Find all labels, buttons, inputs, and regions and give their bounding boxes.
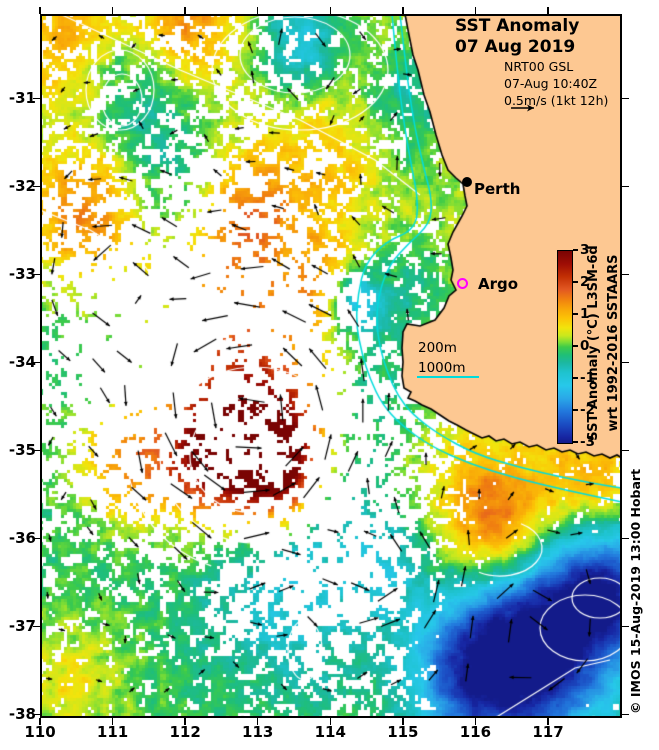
y-axis-tick-right — [622, 713, 629, 716]
colorbar-tick-label: -3 — [580, 434, 595, 450]
colorbar-title-line-1: SST Anomaly (°C) L3SM-6d — [586, 245, 601, 441]
x-axis-tick-top — [329, 7, 332, 14]
x-tick-label: 117 — [532, 723, 564, 741]
x-tick-label: 115 — [387, 723, 419, 741]
colorbar-tick — [573, 249, 578, 251]
colorbar-title: SST Anomaly (°C) L3SM-6d wrt 1992-2016 S… — [584, 218, 624, 468]
y-tick-label: -33 — [8, 265, 36, 284]
colorbar-tick — [573, 441, 578, 443]
x-axis-tick-top — [547, 7, 549, 14]
bathy-1000m-legend-line — [417, 376, 479, 378]
sst-anomaly-field-canvas — [40, 14, 622, 718]
colorbar-tick — [573, 281, 578, 283]
colorbar-title-line-2: wrt 1992-2016 SSTAARS — [606, 254, 621, 432]
y-axis-tick — [33, 713, 40, 716]
bathymetry-legend: 200m 1000m — [418, 338, 466, 378]
x-axis-tick-top — [111, 7, 114, 14]
y-tick-label: -34 — [8, 353, 36, 372]
x-tick-label: 114 — [314, 723, 346, 741]
y-axis-tick-right — [622, 449, 629, 452]
product-name: NRT00 GSL — [504, 59, 574, 74]
y-tick-label: -36 — [8, 529, 36, 548]
colorbar-tick-label: 2 — [580, 274, 590, 290]
argo-label: Argo — [478, 275, 519, 293]
y-axis-tick — [33, 97, 40, 100]
perth-label: Perth — [474, 180, 521, 198]
colorbar-tick-label: 0 — [580, 338, 590, 354]
y-axis-tick — [33, 185, 40, 188]
perth-marker — [462, 177, 472, 187]
x-axis-tick — [184, 718, 186, 725]
vector-scale-arrow-icon — [511, 104, 534, 112]
y-axis-tick-right — [622, 185, 629, 188]
argo-float-marker — [457, 278, 468, 289]
x-axis-tick — [256, 718, 259, 725]
colorbar-tick-label: 3 — [580, 242, 590, 258]
colorbar-tick — [573, 409, 578, 411]
y-tick-label: -35 — [8, 441, 36, 460]
x-tick-label: 112 — [169, 723, 201, 741]
y-axis-tick-right — [622, 97, 629, 100]
colorbar-tick — [573, 377, 578, 379]
map-title: SST Anomaly 07 Aug 2019 — [455, 16, 579, 58]
y-axis-tick-right — [622, 625, 629, 628]
x-axis-tick — [402, 718, 404, 725]
x-axis-tick — [329, 718, 332, 725]
colorbar-tick-label: -1 — [580, 370, 595, 386]
colorbar — [557, 250, 573, 444]
bathy-1000m-label: 1000m — [418, 360, 466, 376]
y-axis-tick — [33, 449, 40, 452]
x-axis-tick — [39, 718, 41, 725]
observation-time: 07-Aug 10:40Z — [504, 76, 598, 91]
copyright-credit: © IMOS 15-Aug-2019 13:00 Hobart — [628, 468, 643, 714]
y-tick-label: -38 — [8, 705, 36, 724]
y-axis-tick-right — [622, 273, 629, 276]
y-axis-tick-right — [622, 361, 629, 364]
x-tick-label: 113 — [242, 723, 274, 741]
colorbar-tick-label: 1 — [580, 306, 590, 322]
x-tick-label: 111 — [96, 723, 129, 741]
y-tick-label: -31 — [8, 89, 36, 108]
bathy-200m-label: 200m — [418, 340, 457, 356]
y-axis-tick-right — [622, 537, 629, 540]
vector-scale-label: 0.5m/s (1kt 12h) — [504, 93, 609, 108]
colorbar-tick — [573, 345, 578, 347]
y-tick-label: -37 — [8, 617, 36, 636]
title-line-1: SST Anomaly — [455, 16, 580, 36]
title-line-2: 07 Aug 2019 — [455, 37, 576, 57]
x-axis-tick-top — [474, 7, 477, 14]
y-axis-tick — [33, 273, 40, 276]
x-axis-tick — [547, 718, 549, 725]
x-axis-tick-top — [39, 7, 41, 14]
x-axis-tick — [474, 718, 477, 725]
x-axis-tick-top — [256, 7, 259, 14]
x-axis-tick-top — [402, 7, 404, 14]
product-annotation: NRT00 GSL 07-Aug 10:40Z 0.5m/s (1kt 12h) — [504, 58, 608, 109]
y-axis-tick — [33, 537, 40, 540]
x-axis-tick-top — [184, 7, 186, 14]
x-tick-label: 116 — [459, 723, 492, 741]
x-axis-tick — [111, 718, 114, 725]
y-tick-label: -32 — [8, 177, 36, 196]
x-tick-label: 110 — [24, 723, 56, 741]
colorbar-tick-label: -2 — [580, 402, 595, 418]
colorbar-tick — [573, 313, 578, 315]
y-axis-tick — [33, 625, 40, 628]
y-axis-tick — [33, 361, 40, 364]
